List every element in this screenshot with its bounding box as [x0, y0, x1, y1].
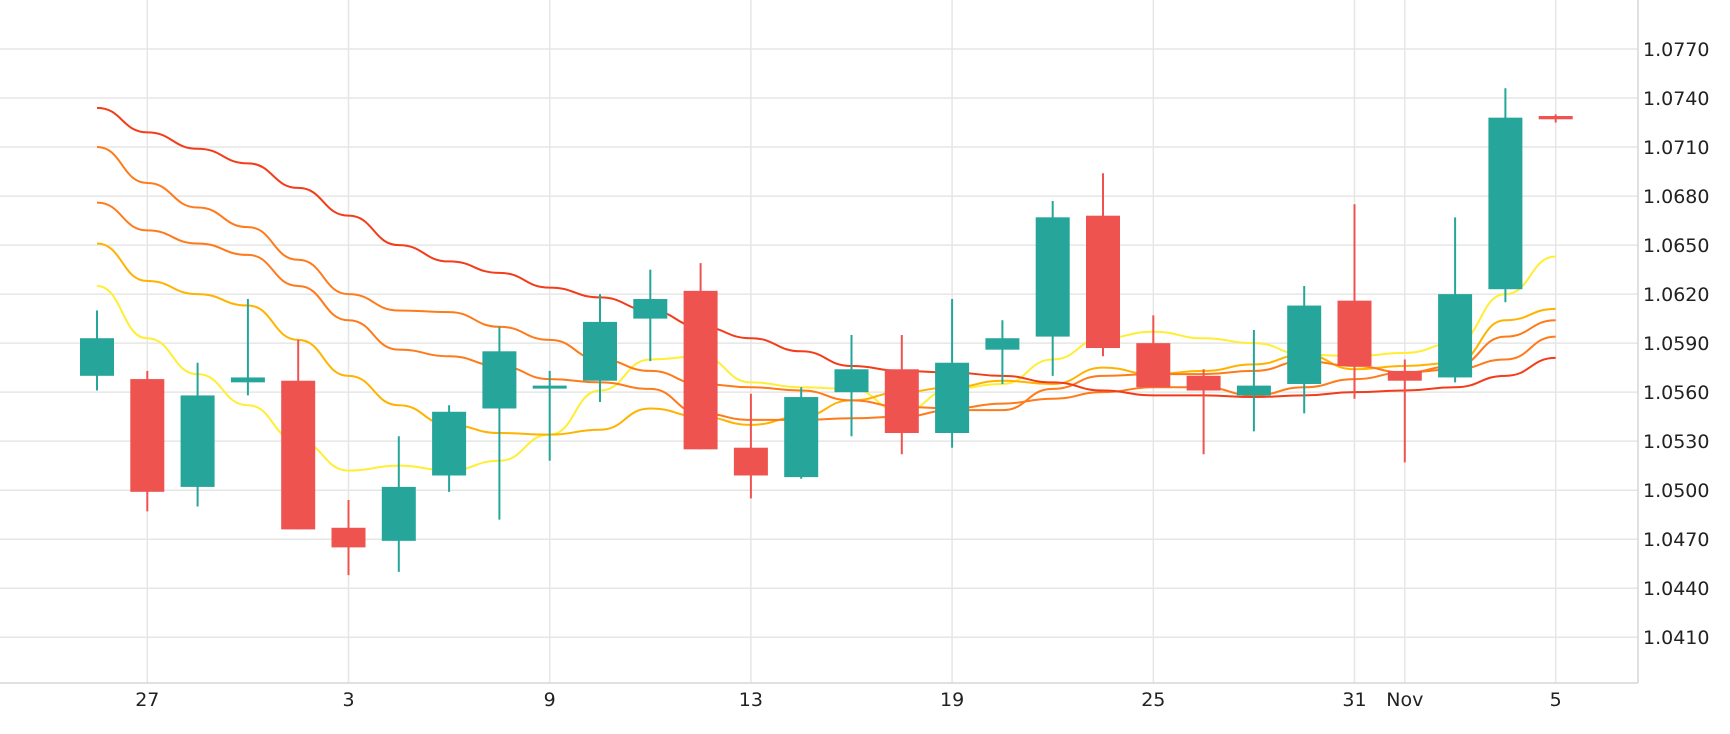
candle: [1236, 330, 1271, 432]
x-tick-label: 25: [1141, 689, 1165, 711]
candle: [583, 294, 617, 402]
candle-body: [1035, 217, 1070, 337]
moving-average-line: [96, 255, 1556, 472]
candle-body: [230, 377, 265, 383]
candle-body: [935, 362, 970, 434]
y-tick-label: 1.0560: [1643, 382, 1709, 404]
candle-body: [130, 379, 165, 492]
candle-body: [1236, 385, 1271, 396]
candle-body: [1488, 117, 1523, 290]
candle: [784, 387, 819, 479]
moving-average-line: [96, 242, 1556, 436]
candle-body: [1438, 294, 1473, 378]
candle: [1136, 315, 1171, 388]
candle-body: [834, 369, 869, 393]
candle-body: [1086, 215, 1120, 349]
moving-average-line: [96, 146, 1556, 410]
x-tick-label: 31: [1342, 689, 1366, 711]
candle-body: [80, 338, 114, 376]
x-tick-label: 5: [1550, 689, 1562, 711]
candle-body: [683, 290, 718, 450]
candle-body: [482, 351, 517, 409]
candle-body: [532, 385, 567, 389]
candle-body: [633, 299, 668, 319]
candle: [1538, 114, 1573, 123]
candle-body: [733, 447, 768, 476]
candle: [884, 334, 919, 455]
y-tick-label: 1.0410: [1643, 627, 1709, 649]
candle: [532, 370, 567, 461]
candle: [80, 310, 114, 391]
candle: [733, 393, 768, 499]
y-tick-label: 1.0680: [1643, 186, 1709, 208]
y-tick-label: 1.0710: [1643, 137, 1709, 159]
candle-body: [1186, 375, 1221, 391]
candle-body: [1287, 305, 1322, 384]
candle-body: [1538, 116, 1573, 120]
candle: [432, 405, 467, 492]
axes-layer: [0, 0, 1639, 684]
candle: [1387, 359, 1422, 463]
candle-body: [381, 486, 416, 541]
candle: [230, 299, 265, 396]
candle-body: [1387, 370, 1422, 381]
grid-layer: [0, 0, 1638, 683]
moving-averages-layer: [96, 106, 1556, 472]
candle: [1186, 369, 1221, 455]
candle: [381, 436, 416, 572]
candle: [985, 320, 1020, 384]
candle: [1337, 204, 1372, 399]
candle: [1438, 217, 1473, 383]
x-tick-label: 3: [342, 689, 354, 711]
y-tick-label: 1.0620: [1643, 284, 1709, 306]
y-tick-label: 1.0590: [1643, 333, 1709, 355]
candles-layer: [80, 88, 1573, 576]
x-tick-label: Nov: [1386, 689, 1423, 711]
candle-body: [884, 369, 919, 434]
y-tick-label: 1.0470: [1643, 529, 1709, 551]
candle: [331, 499, 366, 576]
candle-body: [985, 338, 1020, 350]
candle-body: [1337, 300, 1372, 367]
candle-body: [1136, 343, 1171, 388]
y-tick-label: 1.0440: [1643, 578, 1709, 600]
y-tick-label: 1.0530: [1643, 431, 1709, 453]
candle-body: [583, 321, 617, 381]
x-tick-label: 9: [544, 689, 556, 711]
x-tick-label: 13: [739, 689, 763, 711]
y-tick-label: 1.0770: [1643, 39, 1709, 61]
candle: [281, 339, 316, 530]
candle: [834, 334, 869, 437]
y-tick-label: 1.0500: [1643, 480, 1709, 502]
candle: [1035, 200, 1070, 376]
y-tick-labels: 1.0770 1.0740 1.0710 1.0680 1.0650 1.0620 1.05…: [1643, 39, 1709, 649]
candle: [935, 299, 970, 448]
candle: [180, 362, 215, 507]
moving-average-line: [96, 106, 1556, 399]
y-tick-label: 1.0740: [1643, 88, 1709, 110]
candle-body: [784, 397, 819, 478]
candle-body: [432, 411, 467, 476]
candle: [130, 370, 165, 512]
candle: [1086, 173, 1120, 357]
candle: [482, 326, 517, 520]
candle: [1488, 88, 1523, 303]
candle: [633, 269, 668, 362]
candle-body: [180, 395, 215, 487]
candle: [683, 263, 718, 450]
candle-body: [281, 380, 316, 530]
x-tick-label: 27: [135, 689, 159, 711]
candle: [1287, 285, 1322, 414]
y-tick-label: 1.0650: [1643, 235, 1709, 257]
x-tick-labels: 27 3 9 13 19 25 31 Nov 5: [135, 689, 1562, 711]
x-tick-label: 19: [940, 689, 964, 711]
candle-body: [331, 527, 366, 548]
